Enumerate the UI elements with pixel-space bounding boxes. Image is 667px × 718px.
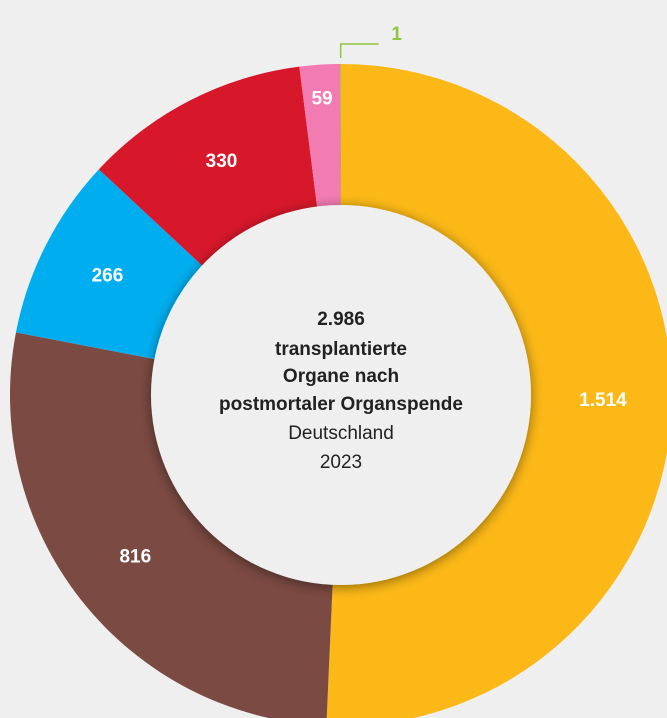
slice — [340, 64, 341, 246]
center-line: postmortaler Organspende — [219, 394, 463, 415]
center-line: Organe nach — [283, 366, 399, 387]
center-line: transplantierte — [275, 339, 407, 360]
value-label: 816 — [119, 546, 151, 567]
slice — [299, 64, 341, 247]
location: Deutschland — [288, 423, 394, 444]
total-label: 2.986 — [317, 309, 365, 330]
center-hole — [151, 205, 531, 585]
value-label: 266 — [92, 265, 124, 286]
year: 2023 — [320, 452, 362, 473]
value-label: 59 — [311, 89, 332, 110]
value-label: 1.514 — [579, 390, 627, 411]
slice — [10, 332, 335, 718]
value-label: 330 — [206, 151, 238, 172]
leader-line — [339, 43, 379, 59]
value-label: 1 — [391, 24, 402, 45]
